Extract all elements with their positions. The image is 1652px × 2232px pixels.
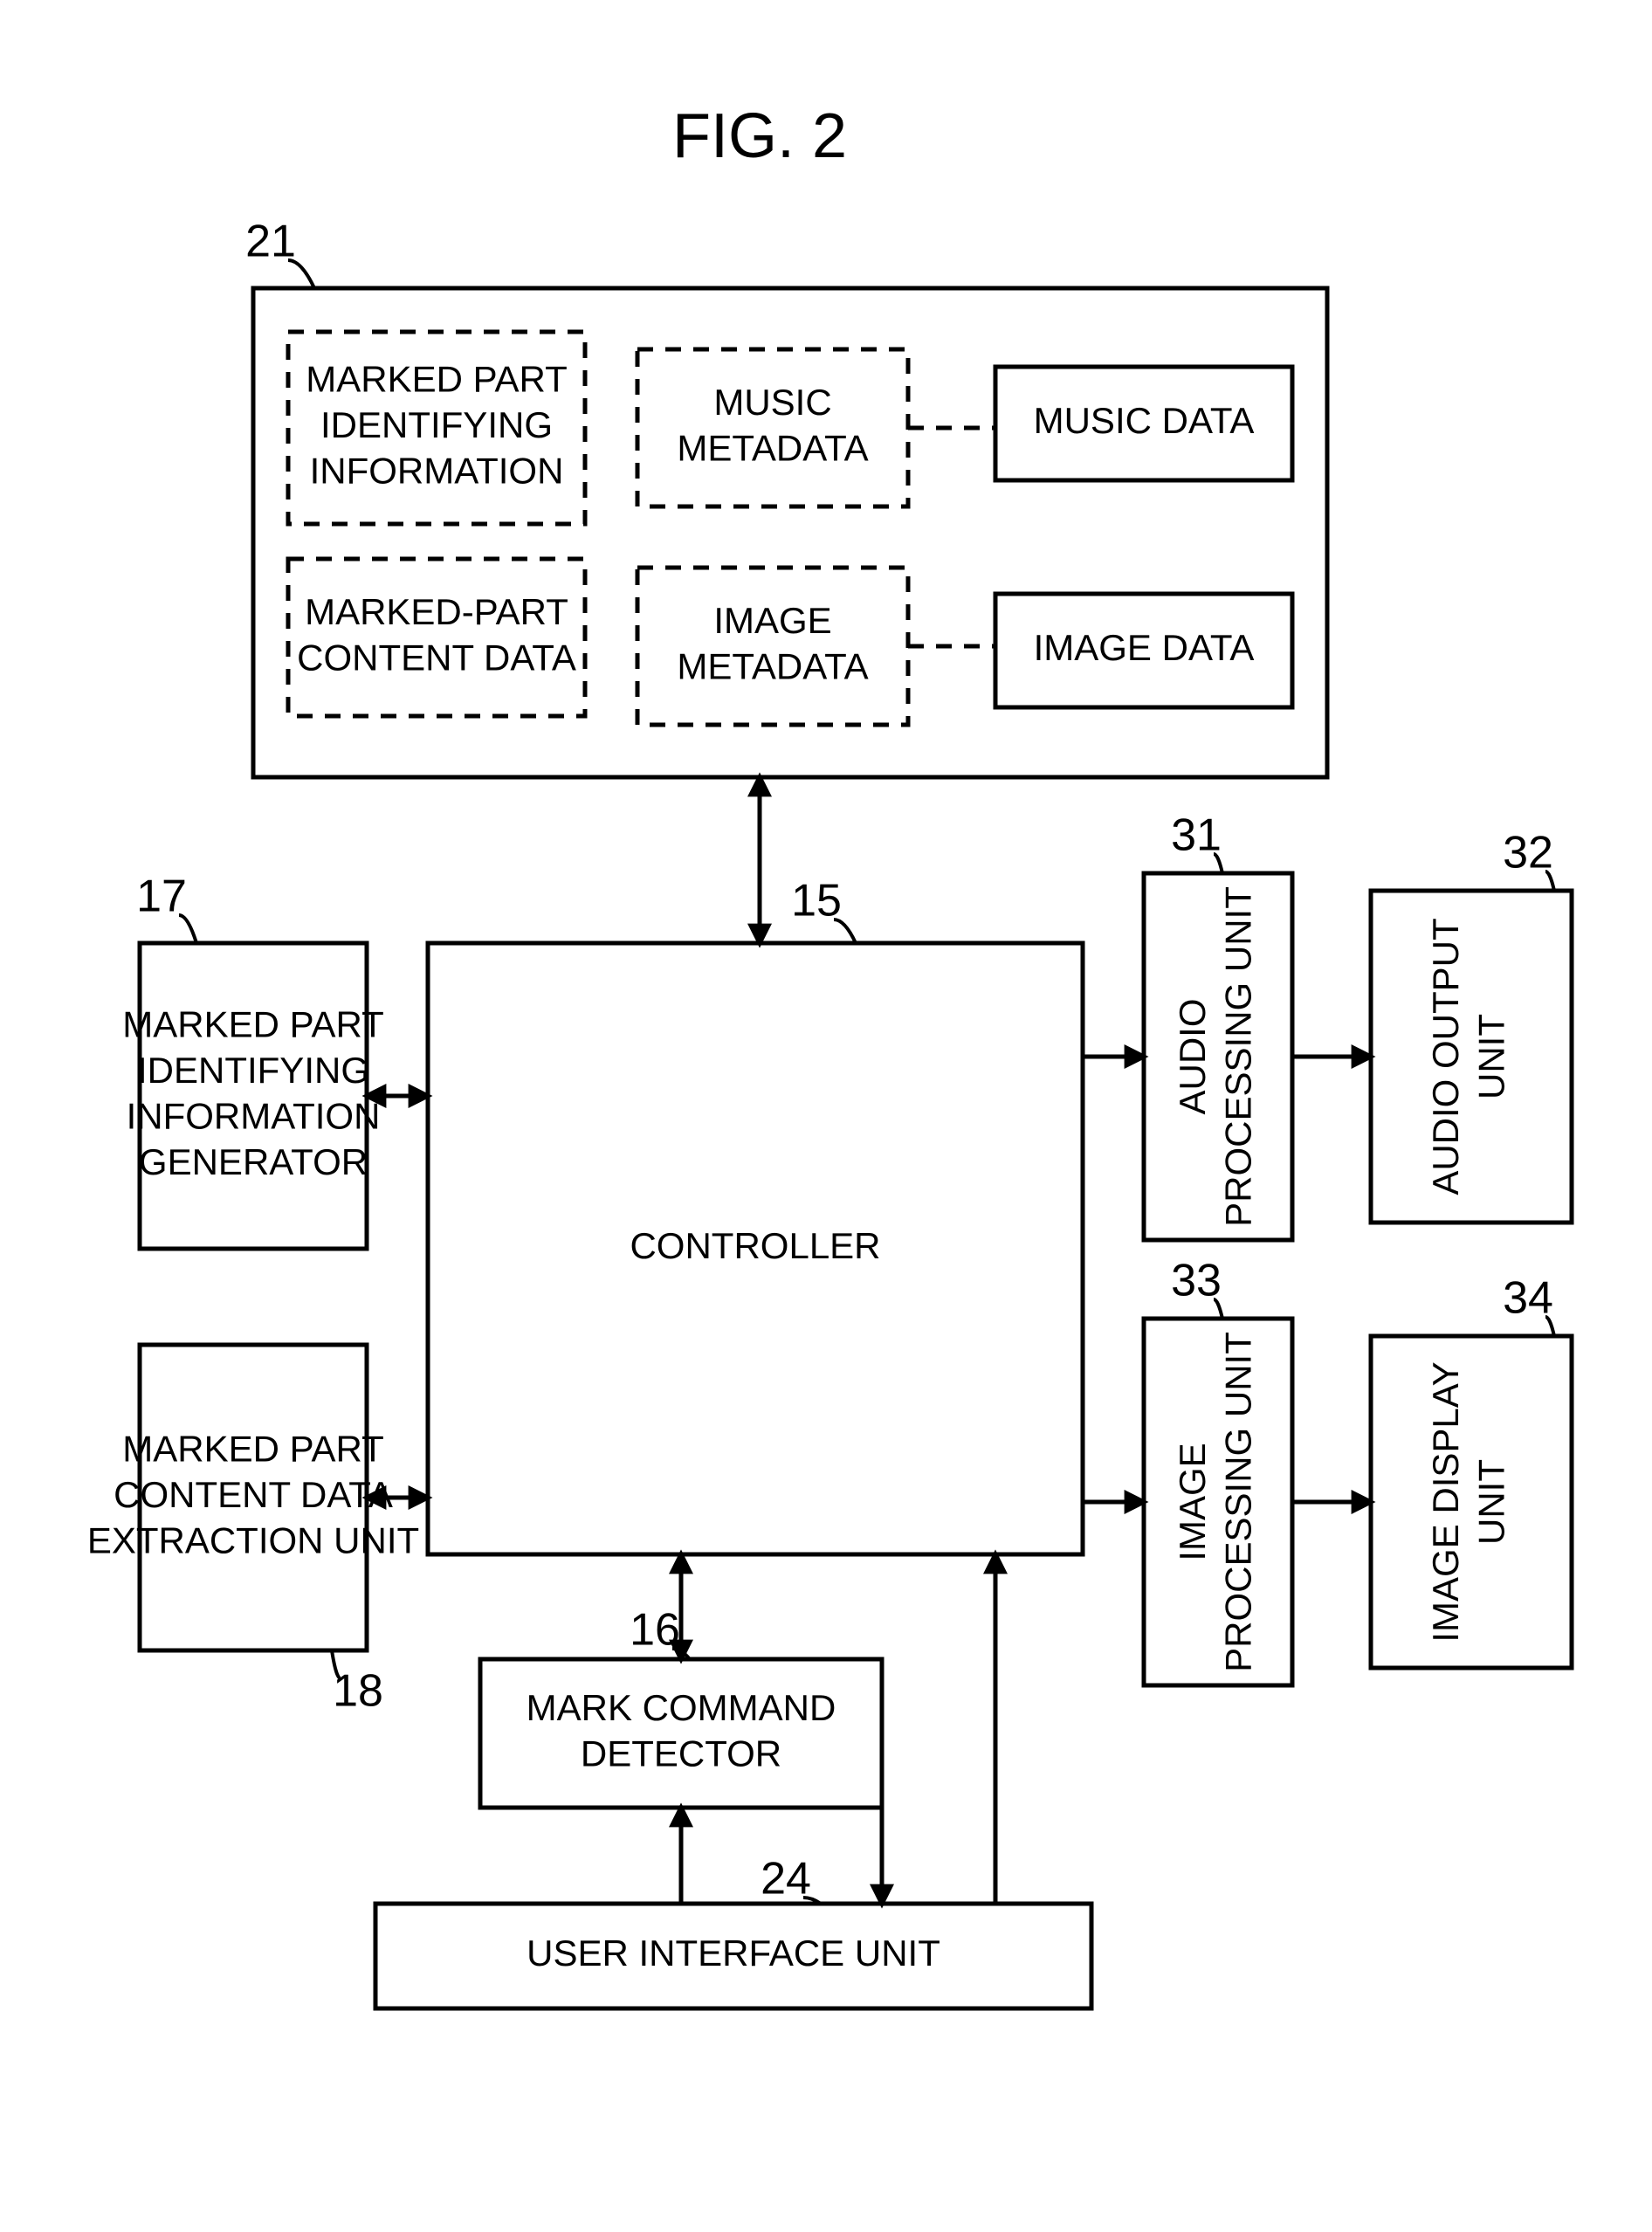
user_interface-label: USER INTERFACE UNIT (527, 1932, 940, 1974)
image_processing-label: PROCESSING UNIT (1217, 1332, 1258, 1672)
ref-label-18: 18 (333, 1666, 383, 1717)
marked_part_id_gen-label: IDENTIFYING (137, 1050, 369, 1091)
figure-title: FIG. 2 (672, 101, 847, 171)
marked_part_id_gen-label: MARKED PART (122, 1003, 384, 1044)
image_display-label: UNIT (1470, 1459, 1511, 1545)
mark_cmd_detector-label: DETECTOR (581, 1733, 781, 1774)
audio_processing-label: PROCESSING UNIT (1217, 886, 1258, 1227)
audio_output-label: UNIT (1470, 1014, 1511, 1099)
marked_part_extract-label: EXTRACTION UNIT (87, 1520, 419, 1561)
audio_processing-label: AUDIO (1172, 998, 1213, 1114)
image_data-label: IMAGE DATA (1034, 627, 1255, 668)
marked_part_extract-label: MARKED PART (122, 1429, 384, 1470)
marked_part_id_gen-label: INFORMATION (127, 1095, 381, 1136)
marked_part_extract-label: CONTENT DATA (114, 1474, 393, 1515)
marked_part_content_data-label: MARKED-PART (305, 591, 568, 632)
music_data-label: MUSIC DATA (1034, 400, 1255, 441)
image_processing-label: IMAGE (1172, 1443, 1213, 1560)
controller-label: CONTROLLER (630, 1225, 880, 1266)
marked_part_id_info-label: INFORMATION (310, 451, 564, 492)
image_metadata-label: IMAGE (713, 600, 831, 641)
image_display-label: IMAGE DISPLAY (1425, 1361, 1466, 1642)
marked_part_content_data-label: CONTENT DATA (297, 637, 576, 678)
audio_output-label: AUDIO OUTPUT (1425, 918, 1466, 1195)
marked_part_id_info-label: MARKED PART (306, 359, 568, 400)
marked_part_id_info-label: IDENTIFYING (320, 404, 553, 445)
image_metadata-label: METADATA (677, 645, 868, 686)
music_metadata-label: METADATA (677, 427, 868, 468)
music_metadata-label: MUSIC (713, 382, 831, 423)
marked_part_id_gen-label: GENERATOR (139, 1141, 368, 1182)
mark_cmd_detector-label: MARK COMMAND (527, 1687, 836, 1728)
